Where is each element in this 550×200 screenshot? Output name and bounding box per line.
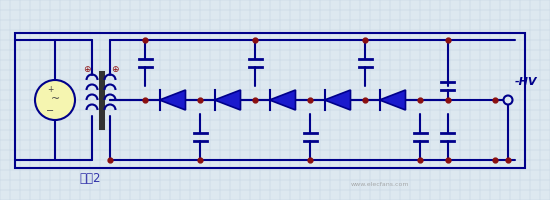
Polygon shape <box>379 90 405 110</box>
Text: -HV: -HV <box>515 77 537 87</box>
Text: ⊕: ⊕ <box>111 64 119 73</box>
Text: −: − <box>46 106 54 116</box>
Polygon shape <box>160 90 185 110</box>
Polygon shape <box>270 90 295 110</box>
Polygon shape <box>324 90 350 110</box>
Text: ~: ~ <box>51 94 59 104</box>
Polygon shape <box>214 90 240 110</box>
Bar <box>15 33 525 168</box>
Circle shape <box>35 80 75 120</box>
Circle shape <box>503 96 513 104</box>
Text: +: + <box>47 84 53 94</box>
Text: ⊕: ⊕ <box>83 64 91 73</box>
Text: www.elecfans.com: www.elecfans.com <box>351 182 409 188</box>
Text: 电路2: 电路2 <box>79 171 101 184</box>
